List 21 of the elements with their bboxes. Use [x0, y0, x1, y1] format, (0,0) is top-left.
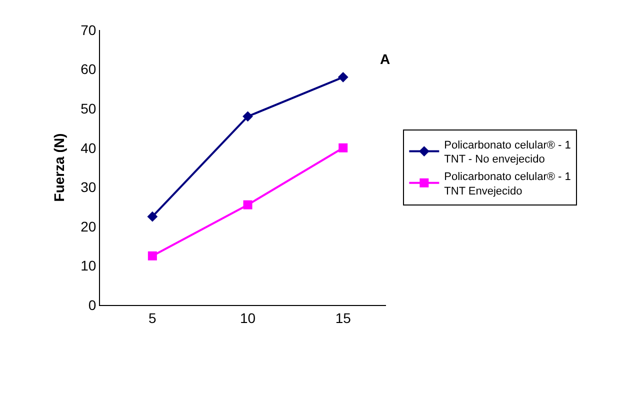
point — [242, 111, 253, 122]
y-axis-title: Fuerza (N) — [51, 133, 68, 202]
point — [338, 72, 348, 82]
point — [243, 200, 252, 210]
x-tick-label: 15 — [335, 310, 352, 326]
x-tick-label: 10 — [240, 310, 256, 326]
x-tick-label: 5 — [148, 310, 157, 326]
y-tick-label: 50 — [80, 100, 96, 116]
legend-label: Policarbonato celular® - 1 TNT - No envejecido — [444, 139, 571, 166]
y-tick-label: 70 — [80, 22, 96, 38]
point — [147, 211, 158, 222]
y-tick-label: 60 — [80, 61, 96, 78]
point — [338, 143, 348, 152]
y-tick-label: 30 — [80, 179, 96, 196]
point — [148, 251, 157, 260]
legend-label: Policarbonato celular® - 1 TNT Envejecido — [444, 171, 571, 198]
annotation: A — [380, 51, 390, 67]
y-tick-label: 10 — [80, 258, 96, 274]
y-tick-label: 0 — [88, 296, 96, 313]
y-tick-label: 40 — [80, 140, 96, 156]
y-tick-label: 20 — [80, 218, 96, 234]
